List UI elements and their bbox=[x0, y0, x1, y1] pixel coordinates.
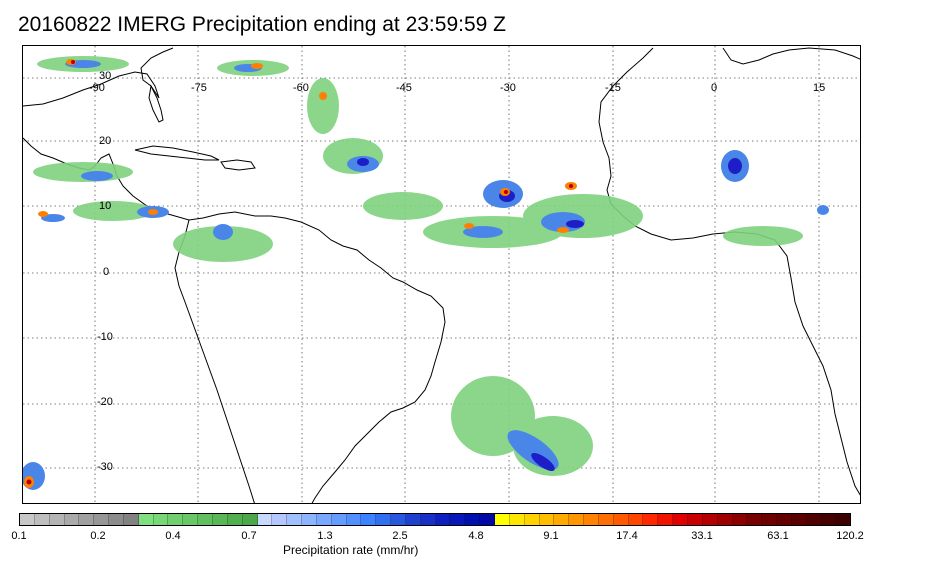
lat-label-m30: -30 bbox=[97, 461, 113, 473]
gulf-mexico-coast bbox=[23, 137, 446, 503]
lon-label-m45: -45 bbox=[396, 82, 412, 94]
map-canvas bbox=[23, 46, 860, 503]
colorbar-title: Precipitation rate (mm/hr) bbox=[283, 543, 419, 557]
colorbar-swatch bbox=[836, 514, 851, 525]
colorbar-tick: 2.5 bbox=[392, 530, 408, 542]
colorbar-swatch bbox=[123, 514, 139, 525]
colorbar-swatch bbox=[465, 514, 481, 525]
page-title: 20160822 IMERG Precipitation ending at 2… bbox=[18, 13, 506, 36]
colorbar-tick: 0.2 bbox=[90, 530, 106, 542]
colorbar-swatch bbox=[584, 514, 599, 525]
colorbar-swatch bbox=[420, 514, 436, 525]
colorbar-swatch bbox=[717, 514, 733, 525]
precipitation-colorbar bbox=[19, 513, 851, 526]
colorbar-swatch bbox=[331, 514, 347, 525]
lat-label-20: 20 bbox=[99, 135, 112, 147]
colorbar-swatch bbox=[673, 514, 688, 525]
lon-label-m75: -75 bbox=[191, 82, 207, 94]
colorbar-swatch bbox=[287, 514, 303, 525]
colorbar-swatch bbox=[613, 514, 629, 525]
lon-label-m90: -90 bbox=[89, 82, 105, 94]
colorbar-swatch bbox=[732, 514, 748, 525]
colorbar-tick: 120.2 bbox=[836, 530, 864, 542]
colorbar-swatch bbox=[405, 514, 421, 525]
precipitation-field bbox=[23, 56, 829, 490]
colorbar-swatch bbox=[109, 514, 124, 525]
colorbar-swatch bbox=[495, 514, 510, 525]
hispaniola-coast bbox=[220, 159, 256, 171]
colorbar-swatch bbox=[391, 514, 406, 525]
lat-label-10: 10 bbox=[99, 200, 112, 212]
colorbar-swatch bbox=[435, 514, 451, 525]
precipitation-map: -90 -75 -60 -45 -30 -15 0 15 30 20 10 0 … bbox=[22, 45, 861, 504]
africa-coast bbox=[598, 47, 860, 496]
colorbar-swatch bbox=[702, 514, 718, 525]
colorbar-swatch bbox=[791, 514, 807, 525]
lon-label-m30: -30 bbox=[500, 82, 516, 94]
colorbar-tick: 0.1 bbox=[11, 530, 27, 542]
colorbar-swatch bbox=[346, 514, 362, 525]
florida-coast bbox=[148, 84, 164, 123]
colorbar-swatch bbox=[94, 514, 110, 525]
lon-label-m15: -15 bbox=[605, 82, 621, 94]
colorbar-swatch bbox=[227, 514, 243, 525]
lon-label-m60: -60 bbox=[293, 82, 309, 94]
colorbar-swatch bbox=[777, 514, 792, 525]
colorbar-swatch bbox=[643, 514, 659, 525]
north-america-coast bbox=[23, 47, 174, 107]
colorbar-tick: 1.3 bbox=[317, 530, 333, 542]
colorbar-swatch bbox=[272, 514, 288, 525]
colorbar-swatch bbox=[316, 514, 332, 525]
colorbar-swatch bbox=[509, 514, 525, 525]
colorbar-tick: 17.4 bbox=[616, 530, 638, 542]
lat-label-30: 30 bbox=[99, 70, 112, 82]
colorbar-swatch bbox=[658, 514, 674, 525]
coastlines bbox=[23, 47, 860, 503]
lat-label-m20: -20 bbox=[97, 396, 113, 408]
lat-label-m10: -10 bbox=[97, 331, 113, 343]
south-america-west-coast bbox=[174, 219, 255, 503]
colorbar-swatch bbox=[79, 514, 95, 525]
colorbar-swatch bbox=[376, 514, 392, 525]
colorbar-tick: 0.7 bbox=[241, 530, 257, 542]
colorbar-swatch bbox=[687, 514, 703, 525]
lon-label-0: 0 bbox=[711, 82, 718, 94]
colorbar-tick: 9.1 bbox=[543, 530, 559, 542]
colorbar-swatch bbox=[524, 514, 540, 525]
gridlines bbox=[23, 46, 860, 503]
colorbar-swatch bbox=[569, 514, 585, 525]
colorbar-swatch bbox=[64, 514, 80, 525]
colorbar-tick: 4.8 bbox=[468, 530, 484, 542]
colorbar-tick: 0.4 bbox=[165, 530, 181, 542]
colorbar-swatch bbox=[598, 514, 614, 525]
colorbar-swatch bbox=[49, 514, 65, 525]
colorbar-swatch bbox=[806, 514, 822, 525]
colorbar-swatch bbox=[480, 514, 495, 525]
colorbar-swatch bbox=[821, 514, 837, 525]
colorbar-swatch bbox=[302, 514, 317, 525]
colorbar-tick: 63.1 bbox=[767, 530, 789, 542]
colorbar-swatch bbox=[198, 514, 213, 525]
colorbar-swatch bbox=[153, 514, 169, 525]
colorbar-swatch bbox=[242, 514, 258, 525]
colorbar-tick: 33.1 bbox=[691, 530, 713, 542]
colorbar-swatch bbox=[34, 514, 50, 525]
colorbar-swatch bbox=[539, 514, 555, 525]
colorbar-swatch bbox=[450, 514, 466, 525]
colorbar-swatch bbox=[747, 514, 763, 525]
colorbar-swatch bbox=[138, 514, 154, 525]
colorbar-swatch bbox=[168, 514, 184, 525]
colorbar-swatch bbox=[20, 514, 35, 525]
colorbar-swatch bbox=[628, 514, 644, 525]
lon-label-15: 15 bbox=[813, 82, 826, 94]
colorbar-swatch bbox=[361, 514, 377, 525]
colorbar-swatch bbox=[762, 514, 778, 525]
lat-label-0: 0 bbox=[103, 266, 110, 278]
colorbar-swatch bbox=[212, 514, 228, 525]
colorbar-swatch bbox=[257, 514, 273, 525]
cuba-coast bbox=[134, 145, 220, 161]
colorbar-swatch bbox=[183, 514, 199, 525]
iberia-coast bbox=[722, 47, 860, 65]
colorbar-swatch bbox=[554, 514, 570, 525]
